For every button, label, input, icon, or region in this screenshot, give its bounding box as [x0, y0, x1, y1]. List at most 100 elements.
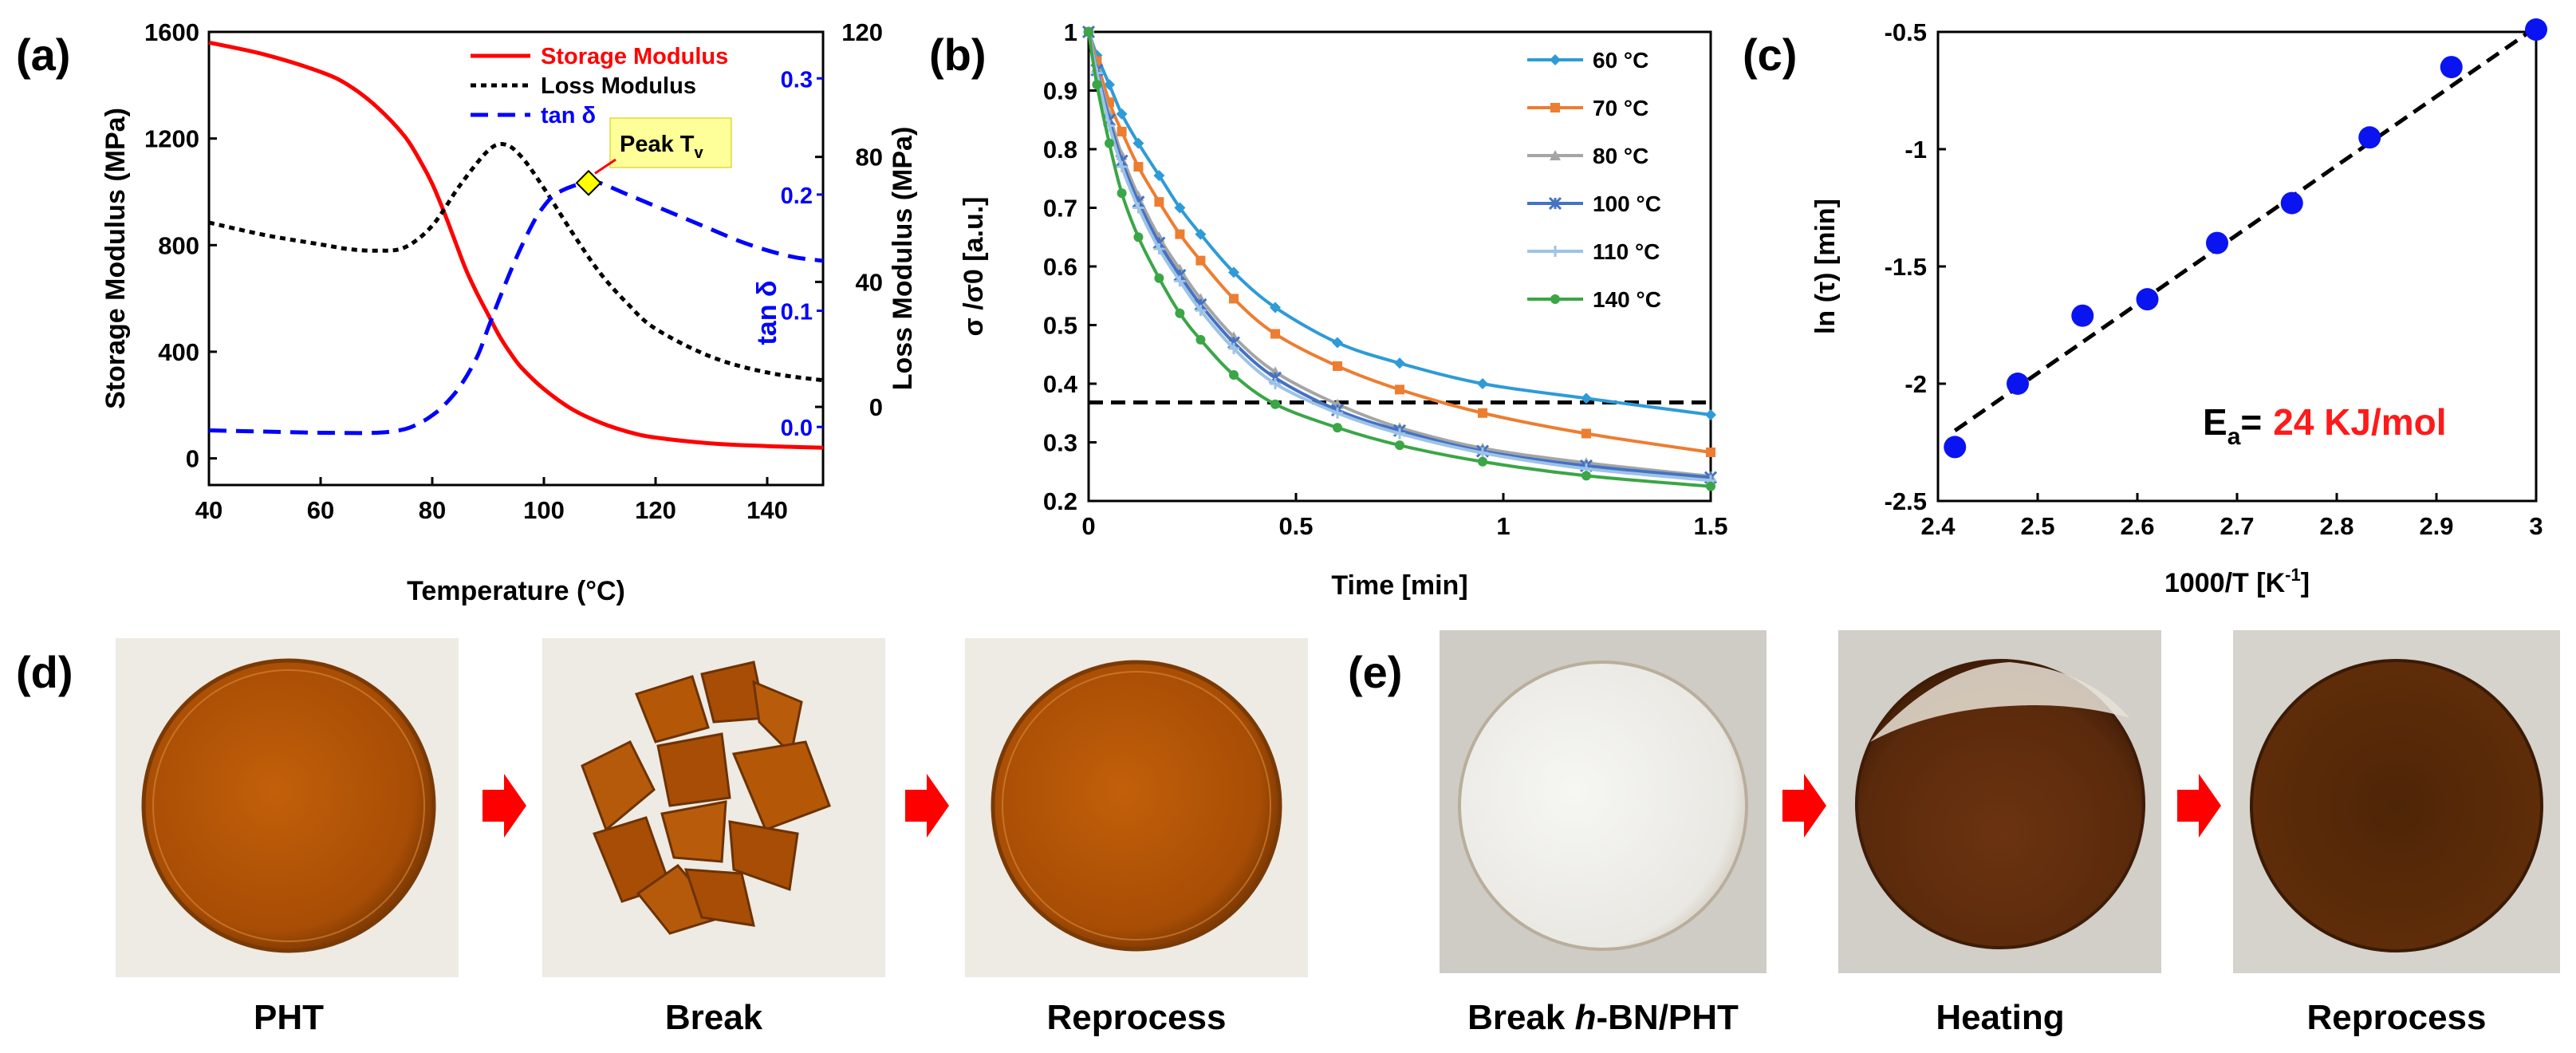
c-activation-energy: Ea= 24 KJ/mol [2203, 401, 2447, 450]
b-marker [1133, 232, 1144, 243]
c-points [1944, 18, 2547, 459]
panel-label-c: (c) [1743, 30, 1797, 80]
legend-b: 60 °C 70 °C 80 °C 100 °C 110 °C 140 °C [1527, 48, 1661, 312]
b-marker [1104, 79, 1115, 91]
c-data-point [2358, 126, 2381, 149]
b-series-line [1087, 31, 1711, 416]
b-y-tick-label: 0.5 [1043, 312, 1077, 340]
b-y-tick-label: 0.8 [1043, 136, 1077, 164]
c-fit-line [1953, 26, 2538, 432]
panel-d: (d) [16, 638, 1308, 1037]
b-marker [1154, 273, 1164, 283]
b-marker [1105, 138, 1114, 148]
fragment-6 [731, 740, 831, 831]
plot-frame-a [207, 30, 825, 487]
b-marker [1706, 447, 1715, 457]
c-data-point [1944, 436, 1967, 459]
b-marker [1394, 357, 1405, 369]
a-tan-tick-label: 0.2 [781, 183, 813, 209]
peak-tv-box [609, 117, 732, 168]
b-x-tick-label: 0 [1081, 512, 1095, 540]
c-data-point [2007, 373, 2029, 395]
a-right-axis: 0 40 80 120 0.0 0.1 0.2 0.3 [781, 18, 883, 441]
a-tan-tick-label: 0.3 [781, 67, 813, 93]
b-series [1081, 25, 1718, 491]
b-marker [1174, 202, 1186, 214]
b-marker [1174, 275, 1186, 287]
b-marker [1550, 294, 1560, 304]
b-y-tick-label: 0.2 [1043, 487, 1077, 515]
caption-heating: Heating [1936, 998, 2064, 1037]
b-x-tick-label: 1.5 [1693, 512, 1727, 540]
a-x-tick-label: 100 [523, 496, 565, 524]
a-x-tick-label: 40 [195, 496, 223, 524]
b-marker [1084, 27, 1093, 37]
a-tan-tick-label: 0.1 [781, 300, 813, 325]
b-y-tick-label: 0.6 [1043, 253, 1077, 281]
peak-tv-marker [575, 169, 602, 196]
photo-heating [1838, 630, 2161, 973]
b-marker [1270, 302, 1281, 314]
photo-break-hbn [1440, 630, 1767, 973]
a-series [208, 40, 824, 450]
a-x-tick-label: 140 [746, 496, 788, 524]
c-data-point [2071, 304, 2094, 327]
reprocessed-pht-disk-rim [1002, 671, 1271, 941]
panel-a: (a) 0 400 800 1200 1600 0 40 80 120 0.0 0.1 0.2 0.3… [16, 18, 918, 606]
c-x-tick-label: 2.6 [2120, 512, 2154, 540]
c-y-tick-label: -1 [1904, 136, 1927, 164]
photo-break [542, 638, 885, 977]
caption-break-hbn: Break h-BN/PHT [1467, 998, 1739, 1037]
fragment-8 [660, 800, 727, 863]
caption-pht: PHT [254, 998, 324, 1037]
tan-delta-line [208, 179, 824, 436]
b-marker [1228, 342, 1239, 354]
arrow-right-icon [2177, 774, 2221, 838]
a-left-tick-label: 800 [158, 231, 199, 259]
b-marker [1270, 378, 1281, 389]
b-marker [1117, 126, 1127, 136]
a-right-tick-label: 80 [856, 144, 883, 172]
c-y-tick-label: -2 [1904, 370, 1927, 398]
caption-reprocess-e: Reprocess [2306, 998, 2486, 1037]
peak-tv-arrow [594, 158, 616, 175]
a-left-tick-label: 0 [186, 445, 199, 473]
b-marker [1478, 408, 1487, 418]
heating-disk [1855, 659, 2145, 949]
c-y-tick-label: -0.5 [1885, 18, 1927, 46]
a-x-tick-label: 80 [419, 496, 446, 524]
fragment-5 [656, 732, 731, 807]
c-axes: 2.4 2.5 2.6 2.7 2.8 2.9 3 -2.5 -2 -1.5 -1 -0.5 [1885, 18, 2543, 540]
a-left-tick-label: 400 [158, 338, 199, 366]
photo-pht [116, 638, 459, 977]
b-marker [1581, 392, 1592, 404]
legend-label-tan: tan δ [541, 103, 596, 128]
c-data-point [2440, 56, 2463, 79]
photo-reprocess-e [2233, 630, 2560, 973]
b-legend-label: 80 °C [1593, 144, 1648, 168]
b-marker [1395, 385, 1404, 395]
a-x-tick-label: 60 [307, 496, 334, 524]
c-data-point [2136, 288, 2159, 311]
b-marker [1550, 103, 1560, 112]
b-marker [1550, 54, 1561, 65]
reprocessed-pht-disk [991, 660, 1282, 952]
b-marker [1117, 188, 1127, 199]
b-legend-label: 110 °C [1593, 239, 1660, 264]
c-data-point [2525, 18, 2547, 41]
b-marker [1395, 440, 1404, 451]
b-marker [1195, 305, 1207, 317]
b-marker [1195, 255, 1206, 266]
hbn-pht-disk [1458, 661, 1748, 951]
b-marker [1333, 361, 1342, 371]
a-left-axis: 0 400 800 1200 1600 [144, 18, 217, 473]
b-marker [1153, 170, 1165, 182]
c-ylabel: ln (τ) [min] [1810, 199, 1841, 334]
b-y-tick-label: 1 [1064, 18, 1077, 46]
panel-label-e: (e) [1348, 647, 1402, 697]
panel-label-a: (a) [16, 30, 70, 80]
a-tan-tick-label: 0.0 [781, 416, 813, 441]
a-x-tick-label: 120 [635, 496, 676, 524]
fragment-4 [581, 739, 656, 832]
